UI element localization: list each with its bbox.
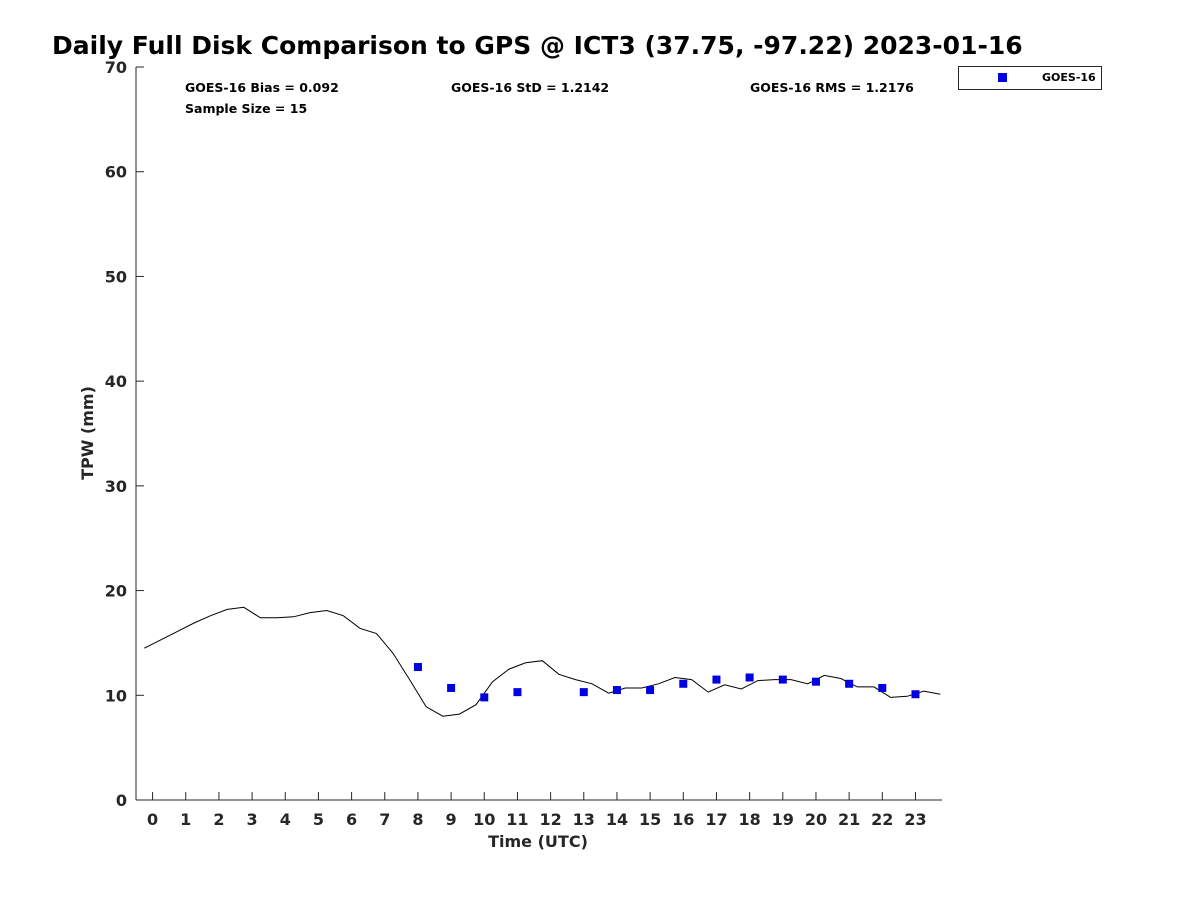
y-tick-label: 40: [105, 372, 127, 391]
x-axis-label: Time (UTC): [488, 832, 588, 851]
x-axis-ticks: 0 1 2 3 4 5 6 7 8 9 10 11 12 13 14 15 16 17 18 19 20 21 22 23: [147, 792, 927, 829]
y-axis-label: TPW (mm): [78, 386, 97, 480]
stat-sample-size: Sample Size = 15: [185, 101, 307, 116]
x-tick-label: 21: [838, 810, 860, 829]
x-tick-label: 1: [180, 810, 191, 829]
legend-label-goes16: GOES-16: [1042, 71, 1096, 84]
x-tick-label: 15: [639, 810, 661, 829]
legend-box: [958, 66, 1102, 90]
stat-rms: GOES-16 RMS = 1.2176: [750, 80, 914, 95]
x-tick-label: 4: [280, 810, 291, 829]
goes16-point: [579, 688, 588, 697]
x-tick-label: 23: [904, 810, 926, 829]
y-tick-label: 30: [105, 477, 127, 496]
legend-marker-goes16: [998, 73, 1007, 82]
goes16-point: [911, 690, 920, 699]
x-tick-label: 3: [247, 810, 258, 829]
y-axis-ticks: 0 10 20 30 40 50 60 70: [105, 58, 144, 810]
x-tick-label: 11: [506, 810, 528, 829]
y-tick-label: 50: [105, 267, 127, 286]
x-tick-label: 2: [213, 810, 224, 829]
y-tick-label: 20: [105, 582, 127, 601]
x-tick-label: 0: [147, 810, 158, 829]
stat-std: GOES-16 StD = 1.2142: [451, 80, 609, 95]
goes16-point: [679, 679, 688, 688]
goes16-point: [513, 688, 522, 697]
series-layer: [144, 606, 941, 717]
goes16-point: [845, 679, 854, 688]
chart-title: Daily Full Disk Comparison to GPS @ ICT3…: [52, 31, 1023, 60]
stat-bias: GOES-16 Bias = 0.092: [185, 80, 339, 95]
x-tick-label: 9: [446, 810, 457, 829]
goes16-point: [480, 693, 489, 702]
x-tick-label: 12: [539, 810, 561, 829]
x-tick-label: 20: [805, 810, 827, 829]
gps-tpw-line: [144, 606, 941, 717]
y-tick-label: 0: [116, 791, 127, 810]
goes16-point: [447, 683, 456, 692]
x-tick-label: 5: [313, 810, 324, 829]
x-tick-label: 22: [871, 810, 893, 829]
y-tick-label: 60: [105, 163, 127, 182]
goes16-point: [811, 677, 820, 686]
goes16-point: [413, 663, 422, 672]
y-tick-label: 70: [105, 58, 127, 77]
x-tick-label: 16: [672, 810, 694, 829]
goes16-point: [712, 675, 721, 684]
goes16-point: [646, 686, 655, 695]
x-tick-label: 19: [772, 810, 794, 829]
y-tick-label: 10: [105, 686, 127, 705]
x-tick-label: 10: [473, 810, 495, 829]
goes16-point: [745, 673, 754, 682]
x-tick-label: 7: [379, 810, 390, 829]
x-tick-label: 14: [606, 810, 628, 829]
goes16-point: [612, 686, 621, 695]
x-tick-label: 17: [705, 810, 727, 829]
x-tick-label: 8: [412, 810, 423, 829]
x-tick-label: 13: [573, 810, 595, 829]
goes16-point: [878, 683, 887, 692]
legend: GOES-16: [958, 66, 1102, 90]
goes16-point: [778, 675, 787, 684]
x-tick-label: 18: [738, 810, 760, 829]
x-tick-label: 6: [346, 810, 357, 829]
